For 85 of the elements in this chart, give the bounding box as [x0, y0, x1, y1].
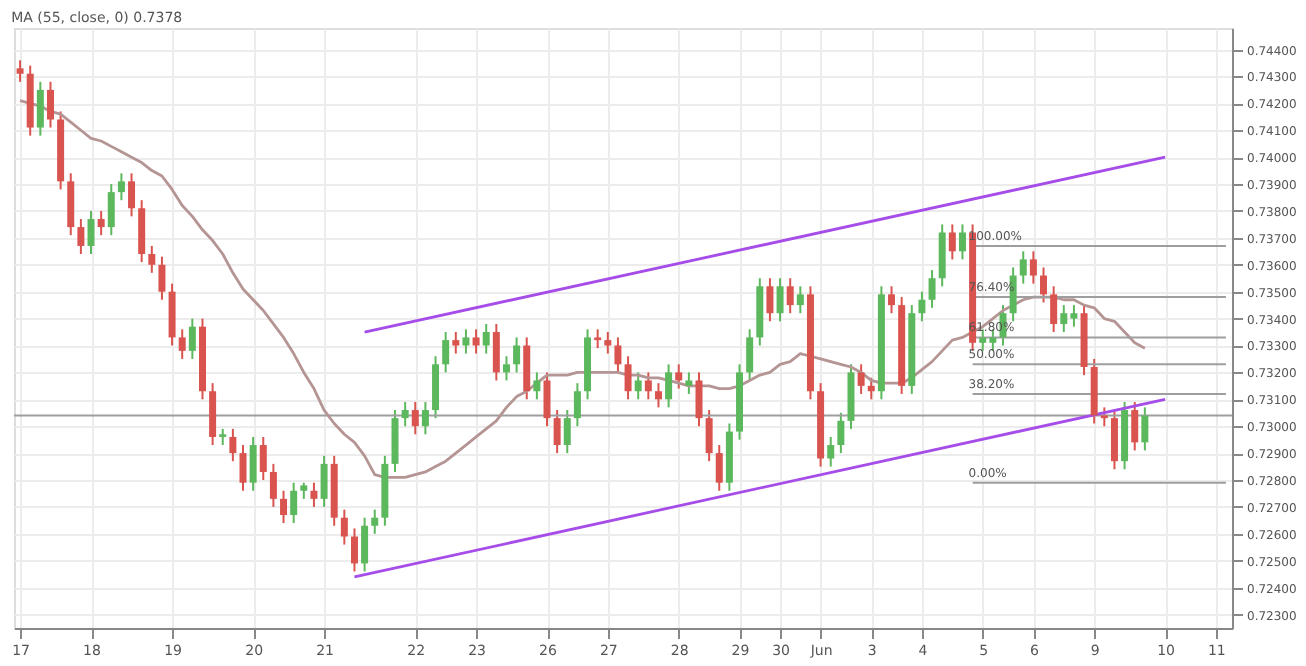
candlestick [138, 199, 146, 264]
candlestick [553, 409, 561, 455]
candlestick [523, 336, 531, 401]
candlestick [107, 183, 115, 237]
candlestick [928, 269, 936, 309]
candlestick [1040, 266, 1048, 304]
candlestick [1141, 406, 1149, 452]
candlestick [675, 363, 683, 390]
candlestick [462, 328, 470, 355]
candlestick [543, 371, 551, 428]
candlestick [1019, 250, 1027, 285]
candlestick [46, 80, 54, 129]
candlestick [229, 427, 237, 463]
candlestick [624, 355, 632, 401]
candlestick [827, 435, 835, 468]
candlestick [361, 516, 369, 573]
candlestick [411, 400, 419, 436]
candlestick [644, 371, 652, 401]
candlestick [573, 382, 581, 428]
candlestick [948, 223, 956, 261]
candlestick [604, 331, 612, 355]
candlestick [786, 277, 794, 315]
candlestick [837, 411, 845, 455]
candlestick [320, 454, 328, 508]
candlestick [502, 355, 510, 382]
candlestick [97, 209, 105, 237]
candlestick [634, 371, 642, 401]
candlestick [452, 331, 460, 355]
candlestick [715, 444, 723, 492]
candlestick [67, 172, 75, 237]
candlestick [938, 223, 946, 288]
candlestick [36, 80, 44, 137]
candlestick [492, 322, 500, 382]
candlestick [168, 282, 176, 347]
candlestick [391, 409, 399, 473]
candlestick [371, 508, 379, 535]
candlestick [310, 481, 318, 508]
candlestick [857, 363, 865, 395]
candlestick [867, 376, 875, 401]
candlestick [77, 218, 85, 256]
candlestick [239, 444, 247, 492]
candlestick [188, 317, 196, 360]
candlestick [918, 290, 926, 323]
candlestick [128, 172, 136, 218]
candlestick [280, 489, 288, 525]
candlestick [563, 409, 571, 455]
candlestick [249, 435, 257, 492]
candlestick [796, 285, 804, 315]
candlestick [209, 382, 217, 447]
candlestick [87, 209, 95, 256]
candlestick [685, 371, 693, 395]
candlestick [178, 328, 186, 360]
candlestick [594, 328, 602, 350]
candlestick [290, 481, 298, 525]
candlestick [350, 527, 358, 573]
candlestick [533, 371, 541, 401]
candlestick [16, 59, 24, 83]
candlestick [117, 172, 125, 202]
candlestick [482, 322, 490, 355]
candlestick [614, 336, 622, 374]
candlestick [1100, 406, 1108, 428]
candlestick [259, 435, 267, 482]
candlestick [442, 331, 450, 374]
candlestick [401, 400, 409, 428]
candlestick [148, 244, 156, 274]
candlestick [695, 371, 703, 428]
candlestick [746, 328, 754, 382]
candlestick [888, 285, 896, 315]
candlestick [1110, 409, 1118, 471]
candlestick [654, 382, 662, 409]
candlestick [1050, 285, 1058, 334]
candlestick [340, 508, 348, 546]
candlestick [472, 328, 480, 355]
candlestick [421, 400, 429, 436]
candlestick [1131, 400, 1139, 452]
candlestick [269, 462, 277, 508]
candlestick [513, 336, 521, 374]
candlestick [776, 277, 784, 323]
candlestick [432, 355, 440, 420]
candlestick [766, 277, 774, 323]
candlestick [958, 223, 966, 261]
candlestick [665, 363, 673, 409]
candlestick [158, 255, 166, 301]
candlestick [1029, 250, 1037, 285]
candlestick [705, 409, 713, 463]
